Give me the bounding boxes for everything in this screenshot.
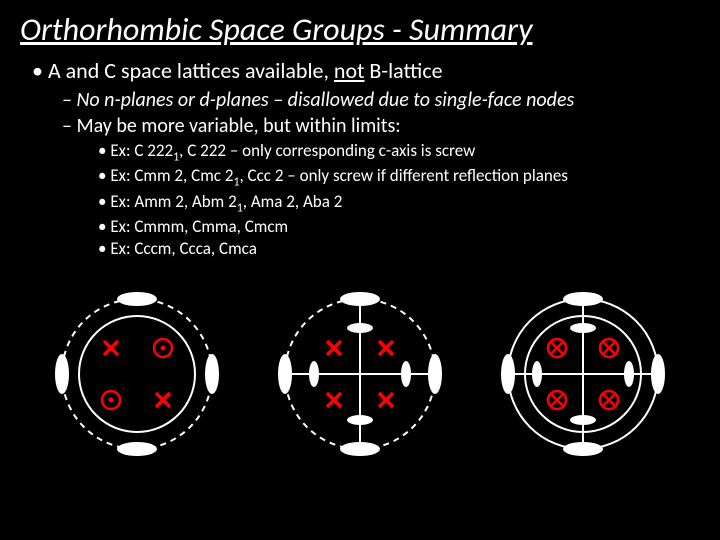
bullet1-pre: A and C space lattices available,	[48, 57, 334, 84]
example-list: Ex: C 2221, C 222 – only corresponding c…	[98, 140, 700, 259]
example-2: Ex: Cmm 2, Cmc 21, Ccc 2 – only screw if…	[98, 165, 700, 189]
example-4: Ex: Cmmm, Cmma, Cmcm	[98, 216, 700, 237]
example-3: Ex: Amm 2, Abm 21, Ama 2, Aba 2	[98, 191, 700, 215]
stereogram-3	[498, 279, 668, 469]
dash-variable: May be more variable, but within limits:	[62, 114, 700, 138]
example-1: Ex: C 2221, C 222 – only corresponding c…	[98, 140, 700, 164]
example-5: Ex: Cccm, Ccca, Cmca	[98, 238, 700, 259]
bullet1-not: not	[334, 57, 365, 84]
bullet-lattices: A and C space lattices available, not B-…	[32, 57, 700, 84]
stereogram-1	[52, 279, 222, 469]
stereogram-2	[275, 279, 445, 469]
diagram-row	[20, 279, 700, 469]
bullet1-post: B-lattice	[364, 57, 442, 84]
page-title: Orthorhombic Space Groups - Summary	[20, 10, 700, 49]
dash-no-planes: No n-planes or d-planes – disallowed due…	[62, 88, 700, 112]
